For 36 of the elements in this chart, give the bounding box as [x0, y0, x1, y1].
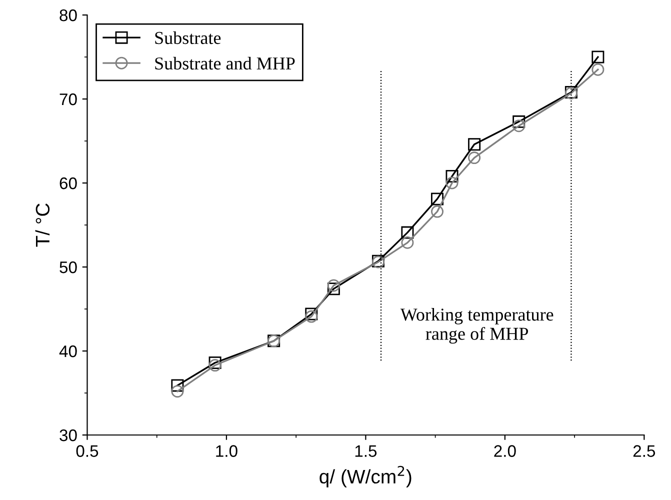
- point: [592, 63, 604, 76]
- y-tick-label: 40: [59, 345, 77, 358]
- x-tick-label: 0.5: [76, 445, 98, 457]
- point: [171, 379, 184, 392]
- point: [512, 115, 526, 128]
- x-tick-label: 2.0: [494, 445, 516, 457]
- point: [208, 359, 222, 372]
- point: [431, 192, 444, 206]
- point: [171, 385, 184, 398]
- x-tick-label: 1.5: [355, 445, 377, 457]
- y-tick-label: 30: [60, 429, 77, 442]
- point: [401, 226, 414, 239]
- annotation: Working temperature range of MHP: [400, 308, 554, 344]
- point: [401, 236, 414, 249]
- point: [327, 282, 340, 296]
- point: [327, 279, 340, 292]
- y-tick-label: 50: [60, 261, 77, 274]
- point: [208, 356, 222, 370]
- point: [446, 176, 458, 190]
- x-axis-title: q/ (W/cm$^{2}$): [320, 466, 412, 488]
- y-tick-label: 80: [60, 9, 77, 22]
- x-tick-label: 2.5: [633, 445, 656, 457]
- x-tick-label: 1.0: [216, 445, 238, 457]
- point: [305, 310, 318, 323]
- legend-label: Substrate and MHP: [155, 56, 295, 70]
- y-tick-label: 70: [60, 93, 77, 106]
- point: [431, 205, 444, 218]
- point: [512, 120, 526, 132]
- point: [468, 152, 481, 164]
- legend-label: Substrate: [155, 31, 221, 44]
- point: [305, 308, 318, 320]
- point: [468, 138, 481, 151]
- y-tick-label: 60: [60, 177, 77, 190]
- y-axis-title: T/ °C: [35, 203, 50, 247]
- point: [592, 50, 604, 64]
- point: [446, 170, 458, 183]
